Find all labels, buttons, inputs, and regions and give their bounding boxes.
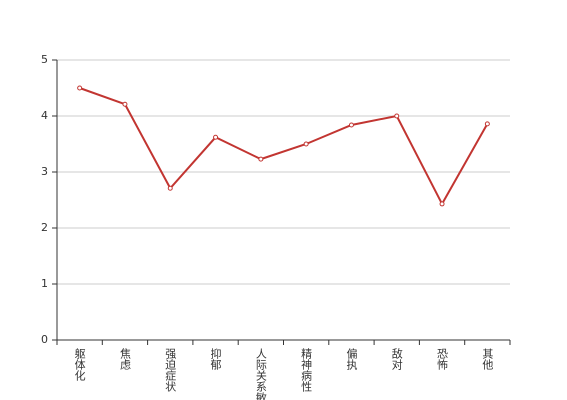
y-tick-label: 0 bbox=[41, 333, 48, 346]
y-tick-label: 2 bbox=[41, 221, 48, 234]
x-tick-label: 强迫症状 bbox=[164, 348, 177, 392]
point bbox=[77, 85, 83, 91]
point bbox=[122, 101, 128, 107]
y-tick-label: 1 bbox=[41, 277, 48, 290]
point bbox=[303, 141, 309, 147]
x-tick-label: 敌对 bbox=[390, 347, 403, 370]
point bbox=[484, 121, 490, 127]
line bbox=[79, 87, 489, 207]
y-tick-label: 5 bbox=[41, 53, 48, 66]
point bbox=[167, 185, 173, 191]
y-tick-label: 3 bbox=[41, 165, 48, 178]
x-tick-label: 躯体化 bbox=[73, 348, 86, 382]
x-tick-label: 恐怖 bbox=[436, 348, 449, 370]
x-tick-label: 精神病性 bbox=[300, 348, 313, 393]
point bbox=[394, 113, 400, 119]
point bbox=[258, 156, 264, 162]
x-tick-label: 其他 bbox=[481, 348, 494, 370]
point bbox=[213, 134, 219, 140]
point bbox=[348, 122, 354, 128]
point bbox=[439, 201, 445, 207]
x-tick-label: 人际关系敏感 bbox=[254, 348, 267, 400]
x-tick-label: 焦虑 bbox=[118, 348, 131, 370]
x-tick-label: 抑郁 bbox=[209, 347, 222, 370]
y-tick-label: 4 bbox=[41, 109, 48, 122]
x-tick-label: 偏执 bbox=[345, 347, 358, 371]
